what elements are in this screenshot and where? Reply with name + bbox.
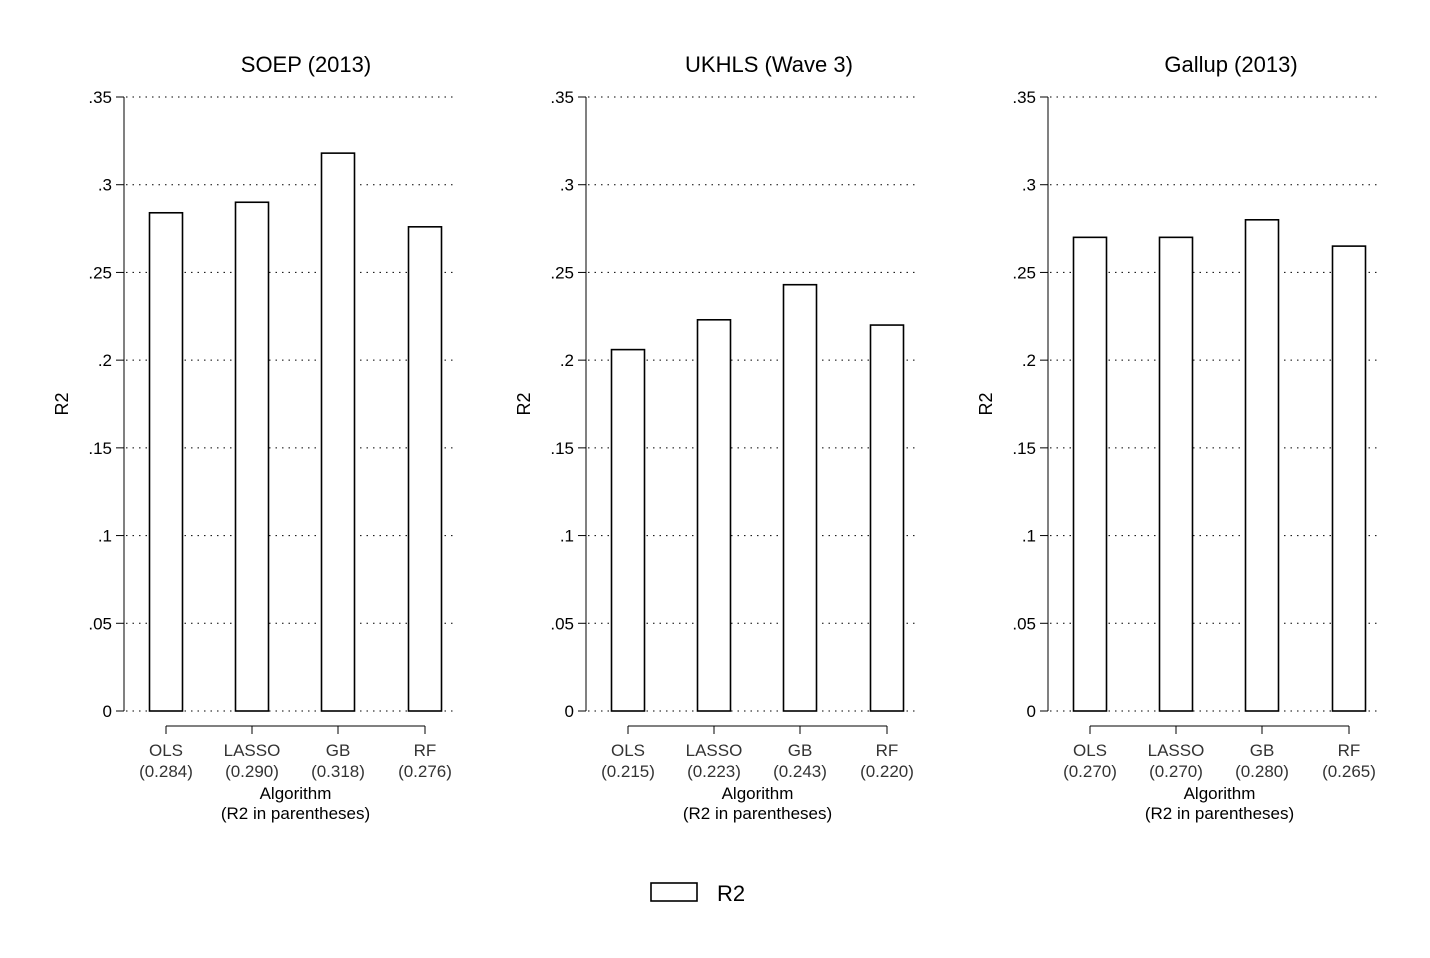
bar-ols xyxy=(1072,236,1108,712)
y-axis-label: R2 xyxy=(52,392,72,415)
y-tick-label: .35 xyxy=(1012,88,1036,107)
x-tick-sublabel: (0.270) xyxy=(1149,762,1203,781)
x-tick-label: RF xyxy=(1338,741,1361,760)
y-tick-label: .35 xyxy=(550,88,574,107)
x-tick-sublabel: (0.215) xyxy=(601,762,655,781)
x-tick-sublabel: (0.220) xyxy=(860,762,914,781)
legend-swatch xyxy=(650,882,698,902)
x-tick-label: LASSO xyxy=(224,741,281,760)
y-tick-label: .15 xyxy=(88,439,112,458)
x-tick-sublabel: (0.276) xyxy=(398,762,452,781)
bar-gb xyxy=(320,152,356,712)
y-tick-label: .3 xyxy=(98,176,112,195)
x-tick-label: LASSO xyxy=(1148,741,1205,760)
x-tick-label: GB xyxy=(788,741,813,760)
x-tick-sublabel: (0.284) xyxy=(139,762,193,781)
y-tick-label: .15 xyxy=(550,439,574,458)
x-tick-sublabel: (0.280) xyxy=(1235,762,1289,781)
y-tick-label: .15 xyxy=(1012,439,1036,458)
x-tick-sublabel: (0.290) xyxy=(225,762,279,781)
y-tick-label: 0 xyxy=(1027,702,1036,721)
x-axis-label: Algorithm xyxy=(722,784,794,803)
y-axis-label: R2 xyxy=(514,392,534,415)
x-tick-label: RF xyxy=(876,741,899,760)
bar-ols xyxy=(148,211,184,712)
y-tick-label: .1 xyxy=(98,527,112,546)
x-axis-label: Algorithm xyxy=(1184,784,1256,803)
y-tick-label: 0 xyxy=(103,702,112,721)
bar-rf xyxy=(1331,245,1367,712)
x-tick-sublabel: (0.265) xyxy=(1322,762,1376,781)
x-tick-label: OLS xyxy=(611,741,645,760)
y-tick-label: 0 xyxy=(565,702,574,721)
x-tick-label: OLS xyxy=(149,741,183,760)
y-tick-label: .3 xyxy=(560,176,574,195)
x-tick-sublabel: (0.270) xyxy=(1063,762,1117,781)
y-axis-label: R2 xyxy=(976,392,996,415)
y-tick-label: .05 xyxy=(88,614,112,633)
y-tick-label: .05 xyxy=(1012,614,1036,633)
y-tick-label: .3 xyxy=(1022,176,1036,195)
bar-lasso xyxy=(1158,236,1194,712)
bar-ols xyxy=(610,348,646,712)
y-tick-label: .05 xyxy=(550,614,574,633)
bar-lasso xyxy=(234,201,270,712)
x-tick-sublabel: (0.243) xyxy=(773,762,827,781)
panel-title: SOEP (2013) xyxy=(241,52,371,77)
x-tick-label: LASSO xyxy=(686,741,743,760)
x-axis-label-note: (R2 in parentheses) xyxy=(221,804,370,823)
panel-title: Gallup (2013) xyxy=(1164,52,1297,77)
y-tick-label: .25 xyxy=(550,263,574,282)
bar-lasso xyxy=(696,318,732,712)
x-tick-label: OLS xyxy=(1073,741,1107,760)
y-tick-label: .35 xyxy=(88,88,112,107)
x-tick-label: GB xyxy=(1250,741,1275,760)
y-tick-label: .25 xyxy=(88,263,112,282)
bar-rf xyxy=(869,324,905,712)
x-tick-label: GB xyxy=(326,741,351,760)
x-axis-label: Algorithm xyxy=(260,784,332,803)
x-tick-sublabel: (0.223) xyxy=(687,762,741,781)
bar-gb xyxy=(1244,219,1280,712)
y-tick-label: .2 xyxy=(560,351,574,370)
y-tick-label: .1 xyxy=(1022,527,1036,546)
bar-gb xyxy=(782,283,818,712)
bar-rf xyxy=(407,226,443,712)
x-tick-sublabel: (0.318) xyxy=(311,762,365,781)
x-tick-label: RF xyxy=(414,741,437,760)
legend-label: R2 xyxy=(717,881,745,906)
y-tick-label: .1 xyxy=(560,527,574,546)
panel-title: UKHLS (Wave 3) xyxy=(685,52,853,77)
y-tick-label: .2 xyxy=(1022,351,1036,370)
y-tick-label: .25 xyxy=(1012,263,1036,282)
x-axis-label-note: (R2 in parentheses) xyxy=(683,804,832,823)
y-tick-label: .2 xyxy=(98,351,112,370)
x-axis-label-note: (R2 in parentheses) xyxy=(1145,804,1294,823)
